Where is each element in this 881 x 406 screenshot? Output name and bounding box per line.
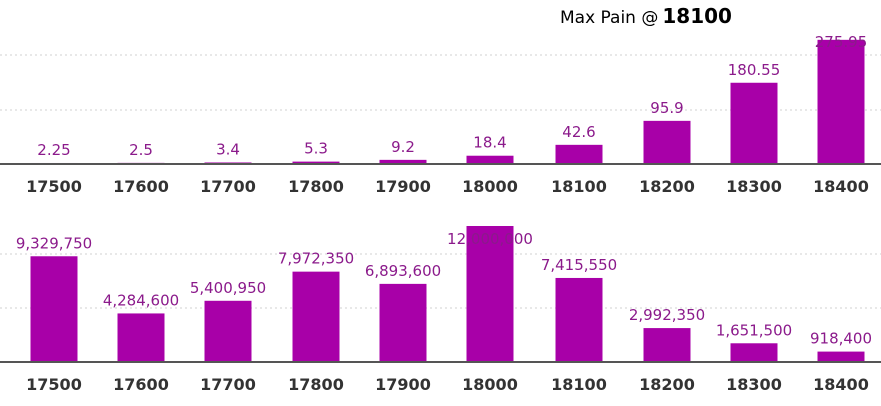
chart2-bar-17900	[379, 283, 427, 362]
chart2-tick-label-17600: 17600	[113, 375, 169, 394]
chart1-value-label-18300: 180.55	[728, 61, 781, 79]
chart2-value-label-17500: 9,329,750	[16, 234, 92, 252]
chart2-bar-17700	[204, 300, 252, 362]
chart2-bar-17800	[292, 271, 340, 362]
chart1-bar-18000	[466, 155, 514, 164]
chart2-bar-18400	[817, 351, 865, 362]
chart2-value-label-17900: 6,893,600	[365, 262, 441, 280]
chart2-bar-18000	[466, 226, 514, 362]
chart2-bar-17600	[117, 313, 165, 362]
chart1-tick-label-17700: 17700	[200, 177, 256, 196]
chart2-tick-label-17900: 17900	[375, 375, 431, 394]
chart2-tick-label-17500: 17500	[26, 375, 82, 394]
max-pain-header: Max Pain @18100	[560, 4, 732, 30]
chart2-bar-18200	[643, 328, 691, 362]
chart2-tick-label-18300: 18300	[726, 375, 782, 394]
chart1-tick-label-18400: 18400	[813, 177, 869, 196]
chart2-value-label-18400: 918,400	[810, 330, 872, 348]
chart1-bar-18400	[817, 39, 865, 165]
chart2-value-label-18300: 1,651,500	[716, 321, 792, 339]
chart1-value-label-17500: 2.25	[37, 141, 70, 159]
chart1-tick-label-17900: 17900	[375, 177, 431, 196]
chart2-tick-label-18100: 18100	[551, 375, 607, 394]
max-pain-value: 18100	[662, 4, 732, 28]
chart1-tick-label-18300: 18300	[726, 177, 782, 196]
chart1-tick-label-17800: 17800	[288, 177, 344, 196]
chart1-value-label-18400: 275.95	[815, 33, 868, 51]
chart2-tick-label-18200: 18200	[639, 375, 695, 394]
chart1-bar-17800	[292, 161, 340, 164]
chart1-value-label-17600: 2.5	[129, 141, 153, 159]
chart1-bar-18200	[643, 120, 691, 164]
chart2-tick-label-18400: 18400	[813, 375, 869, 394]
chart2-value-label-18000: 12,000,000	[447, 230, 533, 248]
chart1-value-label-18200: 95.9	[650, 99, 683, 117]
chart1-value-label-18000: 18.4	[473, 134, 506, 152]
chart2-tick-label-18000: 18000	[462, 375, 518, 394]
chart2-bar-18100	[555, 277, 603, 362]
chart1-tick-label-17500: 17500	[26, 177, 82, 196]
chart2-value-label-18200: 2,992,350	[629, 306, 705, 324]
max-pain-label: Max Pain @	[560, 8, 659, 28]
chart2-value-label-17800: 7,972,350	[278, 250, 354, 268]
chart1-bar-17900	[379, 159, 427, 164]
chart2-bar-18300	[730, 343, 778, 362]
chart1-value-label-17800: 5.3	[304, 140, 328, 158]
chart1-value-label-17900: 9.2	[391, 138, 415, 156]
chart1-tick-label-17600: 17600	[113, 177, 169, 196]
chart2-bar-17500	[30, 256, 78, 362]
chart1-tick-label-18000: 18000	[462, 177, 518, 196]
chart2-tick-label-17700: 17700	[200, 375, 256, 394]
chart2-value-label-18100: 7,415,550	[541, 256, 617, 274]
chart2-value-label-17700: 5,400,950	[190, 279, 266, 297]
chart1-tick-label-18100: 18100	[551, 177, 607, 196]
chart2-value-label-17600: 4,284,600	[103, 291, 179, 309]
chart1-bar-18100	[555, 144, 603, 164]
chart2-tick-label-17800: 17800	[288, 375, 344, 394]
chart1-value-label-17700: 3.4	[216, 140, 240, 158]
chart1-tick-label-18200: 18200	[639, 177, 695, 196]
chart1-value-label-18100: 42.6	[562, 123, 595, 141]
chart1-bar-18300	[730, 82, 778, 164]
